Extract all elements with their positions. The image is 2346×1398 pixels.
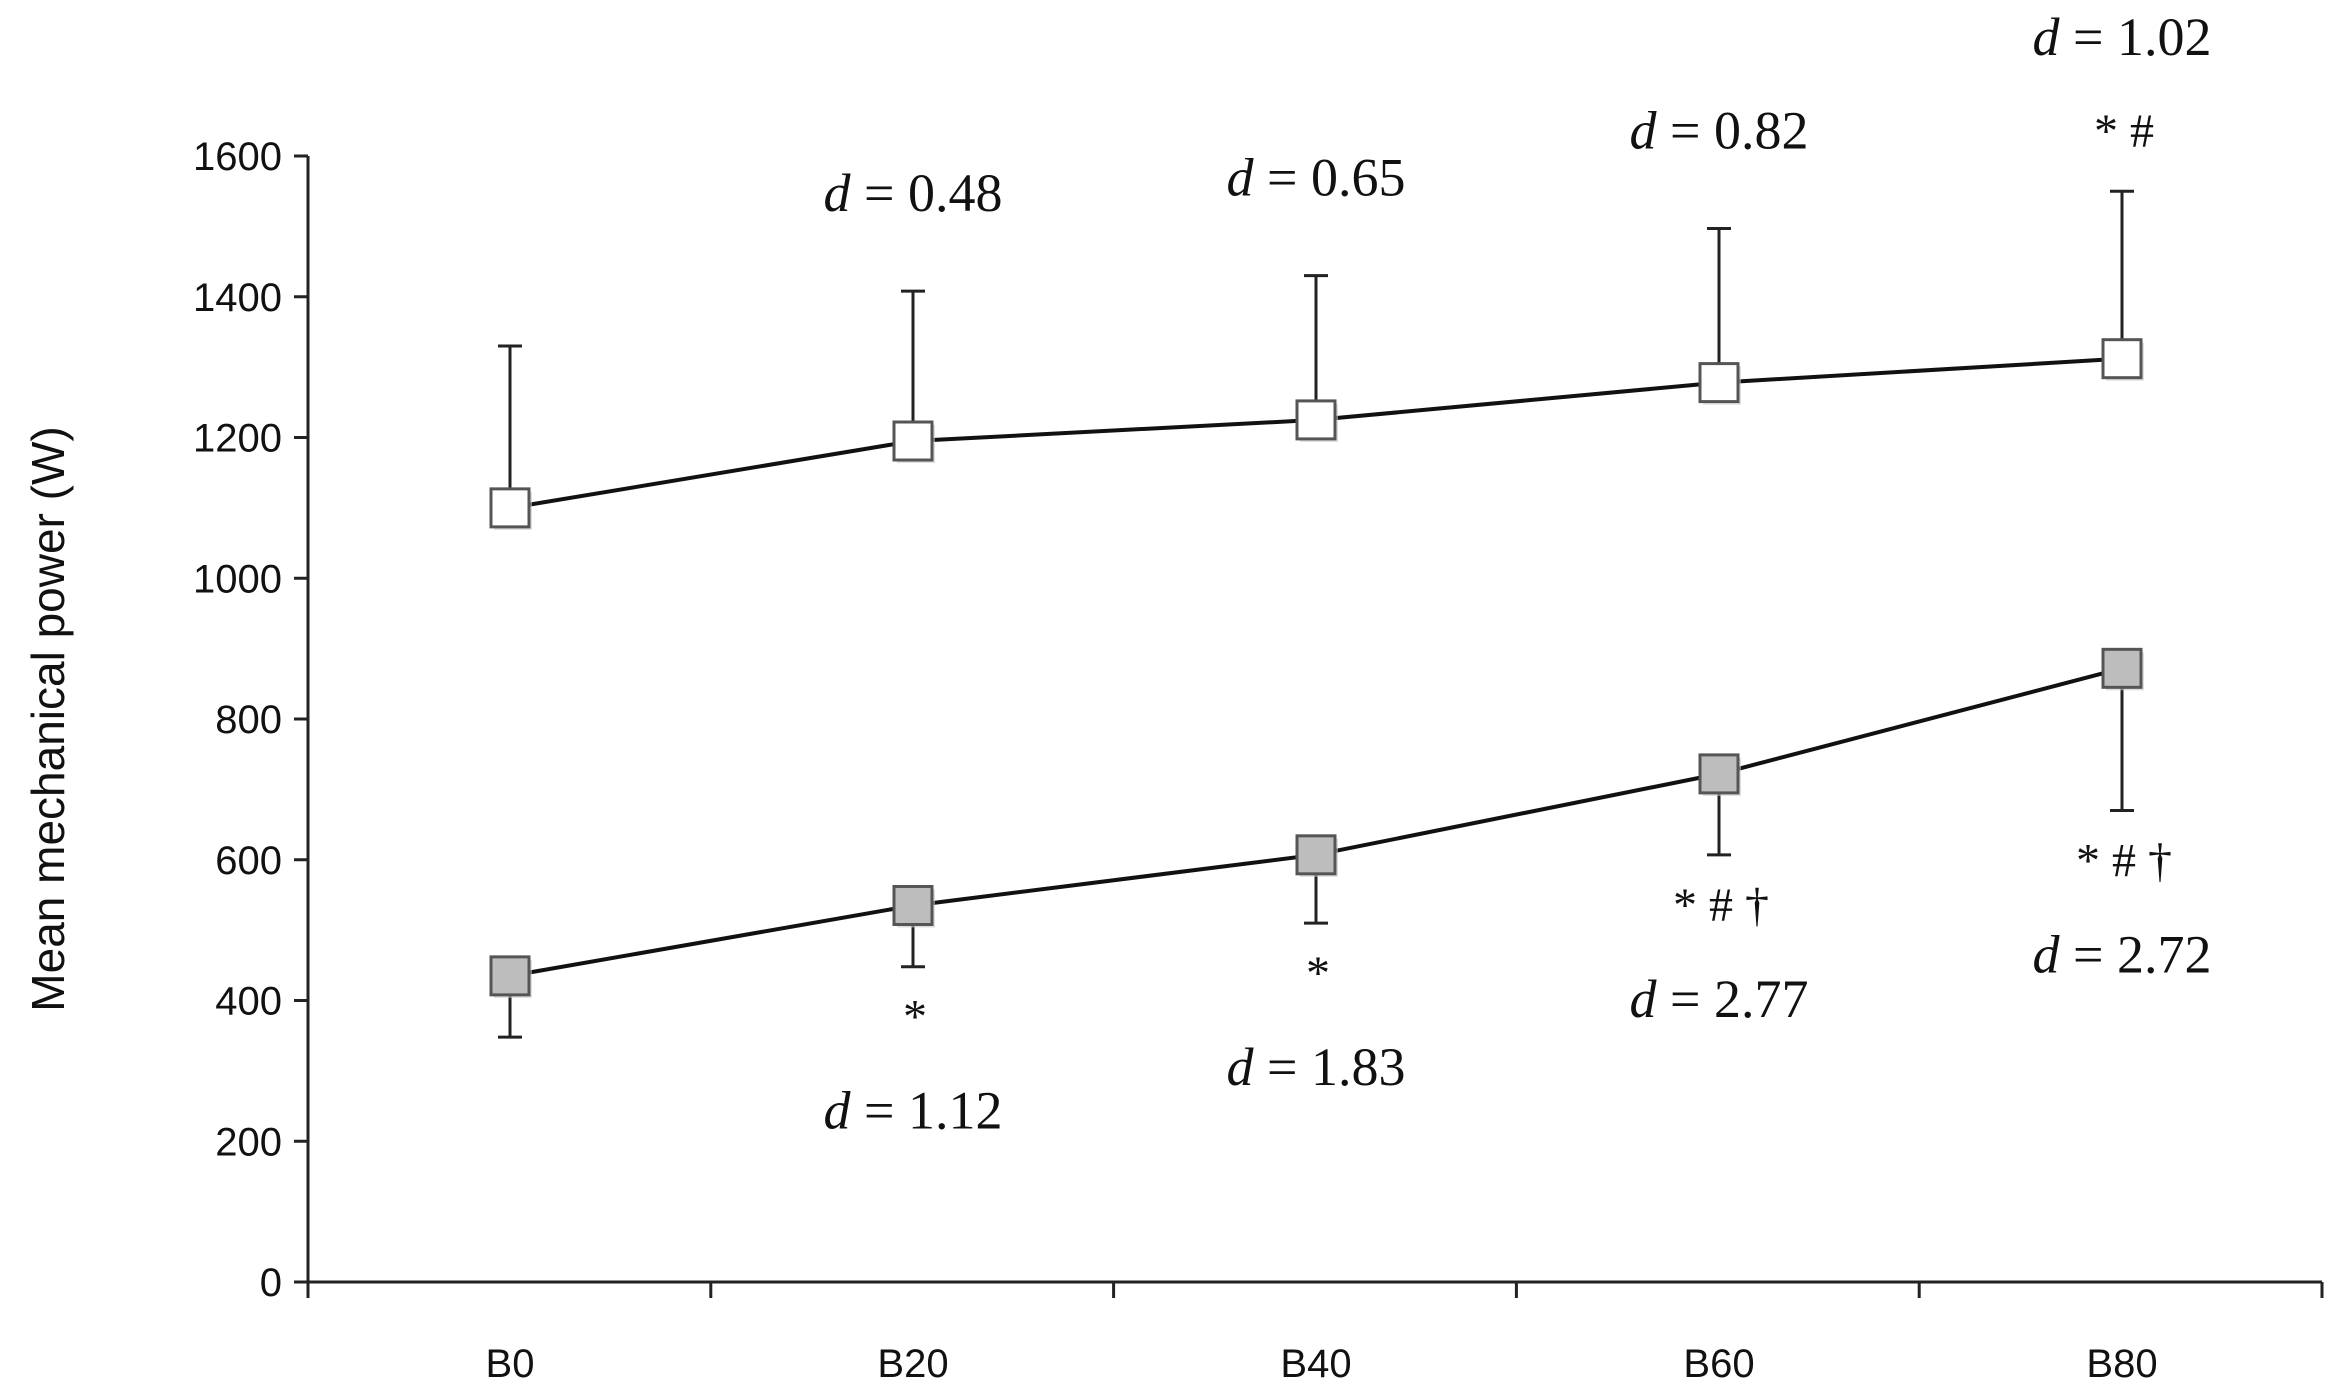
y-tick-label: 1000	[193, 557, 282, 601]
effect-size-label: d = 0.82	[1630, 100, 1809, 160]
y-tick-label: 1400	[193, 276, 282, 320]
effect-size-label: d = 2.72	[2033, 924, 2212, 984]
data-point-marker	[2101, 647, 2143, 689]
effect-size-label: d = 0.48	[824, 163, 1003, 223]
data-point-marker	[489, 487, 531, 529]
effect-size-label: d = 2.77	[1630, 969, 1809, 1029]
data-point-marker	[892, 420, 934, 462]
series-line	[509, 666, 2123, 978]
data-point-marker	[489, 955, 531, 997]
significance-symbols: *	[903, 991, 927, 1044]
x-tick-label: B0	[486, 1342, 535, 1386]
error-bars	[498, 189, 2134, 1039]
x-tick-label: B60	[1683, 1342, 1754, 1386]
y-tick-label: 1600	[193, 135, 282, 179]
y-tick-label: 400	[215, 980, 282, 1024]
annotations: d = 0.48 d = 0.65 d = 0.82 * # d = 1.02 * d = …	[824, 7, 2212, 1141]
data-point-marker	[2101, 338, 2143, 380]
effect-size-label: d = 0.65	[1227, 148, 1406, 208]
significance-symbols: *	[1306, 947, 1330, 1000]
x-tick-label: B20	[877, 1342, 948, 1386]
data-point-marker	[1295, 834, 1337, 876]
y-tick-label: 0	[260, 1261, 282, 1305]
y-tick-label: 600	[215, 839, 282, 883]
y-axis-label: Mean mechanical power (W)	[22, 426, 74, 1011]
significance-symbols: * # †	[2076, 834, 2172, 887]
axes: 0 200 400 600 800 1000 1200 1400 1600 B0 B20 B40 B60…	[193, 135, 2324, 1386]
effect-size-label: d = 1.83	[1227, 1037, 1406, 1097]
data-markers	[489, 338, 2144, 998]
data-point-marker	[1698, 753, 1740, 795]
x-tick-label: B80	[2086, 1342, 2157, 1386]
significance-symbols: * #	[2094, 105, 2154, 158]
y-tick-label: 200	[215, 1120, 282, 1164]
y-tick-label: 1200	[193, 417, 282, 461]
effect-size-label: d = 1.12	[824, 1081, 1003, 1141]
data-point-marker	[892, 884, 934, 926]
x-tick-label: B40	[1280, 1342, 1351, 1386]
significance-symbols: * # †	[1673, 879, 1769, 932]
data-point-marker	[1295, 399, 1337, 441]
data-point-marker	[1698, 362, 1740, 404]
y-tick-label: 800	[215, 698, 282, 742]
effect-size-label: d = 1.02	[2033, 7, 2212, 67]
